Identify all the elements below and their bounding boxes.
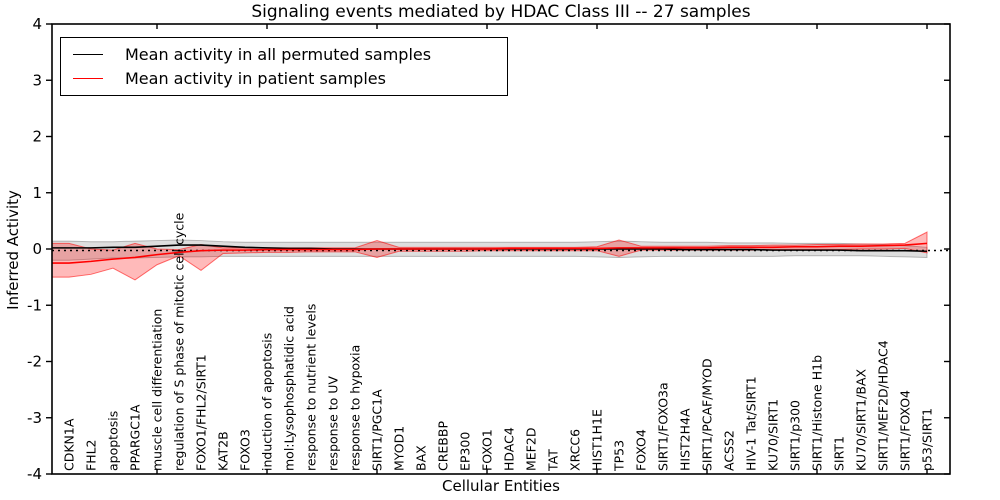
x-tick-label: HIV-1 Tat/SIRT1 xyxy=(744,376,759,471)
x-tick-label: induction of apoptosis xyxy=(260,333,275,471)
x-tick-label: mol:Lysophosphatidic acid xyxy=(282,306,297,471)
y-tick-label: 0 xyxy=(32,240,42,258)
y-tick-label: 3 xyxy=(32,71,42,89)
x-tick-label: CREBBP xyxy=(436,421,451,471)
legend-label-permuted: Mean activity in all permuted samples xyxy=(125,44,432,64)
x-tick-label: muscle cell differentiation xyxy=(150,309,165,471)
x-tick-label: MEF2D xyxy=(524,428,539,471)
y-tick-label: -3 xyxy=(27,409,42,427)
y-tick-label: -4 xyxy=(27,465,42,483)
x-axis-label: Cellular Entities xyxy=(442,477,560,495)
x-tick-label: FOXO4 xyxy=(634,429,649,471)
x-tick-label: response to hypoxia xyxy=(348,345,363,471)
x-tick-label: PPARGC1A xyxy=(128,404,143,471)
legend: Mean activity in all permuted samples Me… xyxy=(60,37,508,96)
patient-band xyxy=(51,231,928,281)
x-tick-label: TP53 xyxy=(612,440,627,472)
x-tick-label: SIRT1/p300 xyxy=(788,400,803,471)
x-tick-label: MYOD1 xyxy=(392,426,407,471)
x-tick-label: response to UV xyxy=(326,376,341,471)
x-tick-label: SIRT1/FOXO4 xyxy=(898,390,913,471)
x-tick-label: SIRT1/FOXO3a xyxy=(656,382,671,471)
x-tick-label: FOXO3 xyxy=(238,429,253,471)
y-tick-label: 4 xyxy=(32,15,42,33)
x-tick-label: KU70/SIRT1 xyxy=(766,399,781,471)
y-tick-label: -1 xyxy=(27,296,42,314)
x-tick-label: FHL2 xyxy=(84,439,99,471)
y-axis-label: Inferred Activity xyxy=(4,190,22,310)
x-tick-label: FOXO1/FHL2/SIRT1 xyxy=(194,354,209,471)
x-tick-label: EP300 xyxy=(458,432,473,471)
patient-line-swatch xyxy=(73,78,103,80)
x-tick-label: SIRT1/MEF2D/HDAC4 xyxy=(876,340,891,471)
y-tick-label: 2 xyxy=(32,128,42,146)
x-tick-label: apoptosis xyxy=(106,411,121,471)
x-tick-label: TAT xyxy=(546,449,561,472)
y-tick-label: -2 xyxy=(27,353,42,371)
x-tick-label: KAT2B xyxy=(216,431,231,471)
x-tick-label: CDKN1A xyxy=(62,418,77,471)
x-tick-label: HIST1H1E xyxy=(590,409,605,471)
x-tick-label: HDAC4 xyxy=(502,427,517,471)
x-tick-label: SIRT1 xyxy=(832,436,847,471)
x-tick-label: SIRT1/Histone H1b xyxy=(810,355,825,471)
x-tick-label: p53/SIRT1 xyxy=(920,408,935,471)
permuted-band xyxy=(51,239,928,261)
legend-entry-patient: Mean activity in patient samples xyxy=(73,67,507,92)
x-tick-label: regulation of S phase of mitotic cell cy… xyxy=(172,212,187,471)
y-tick-label: 1 xyxy=(32,184,42,202)
x-tick-label: SIRT1/PGC1A xyxy=(370,389,385,471)
x-tick-label: ACSS2 xyxy=(722,430,737,471)
x-tick-label: HIST2H4A xyxy=(678,408,693,471)
x-tick-label: BAX xyxy=(414,445,429,471)
legend-entry-permuted: Mean activity in all permuted samples xyxy=(73,42,507,67)
x-tick-label: SIRT1/PCAF/MYOD xyxy=(700,358,715,471)
permuted-line-swatch xyxy=(73,53,103,55)
legend-label-patient: Mean activity in patient samples xyxy=(125,69,386,89)
x-tick-label: KU70/SIRT1/BAX xyxy=(854,369,869,471)
chart-title: Signaling events mediated by HDAC Class … xyxy=(251,2,751,22)
x-tick-label: XRCC6 xyxy=(568,429,583,471)
x-tick-label: response to nutrient levels xyxy=(304,304,319,471)
x-tick-label: FOXO1 xyxy=(480,429,495,471)
patient-mean-line xyxy=(52,242,928,264)
